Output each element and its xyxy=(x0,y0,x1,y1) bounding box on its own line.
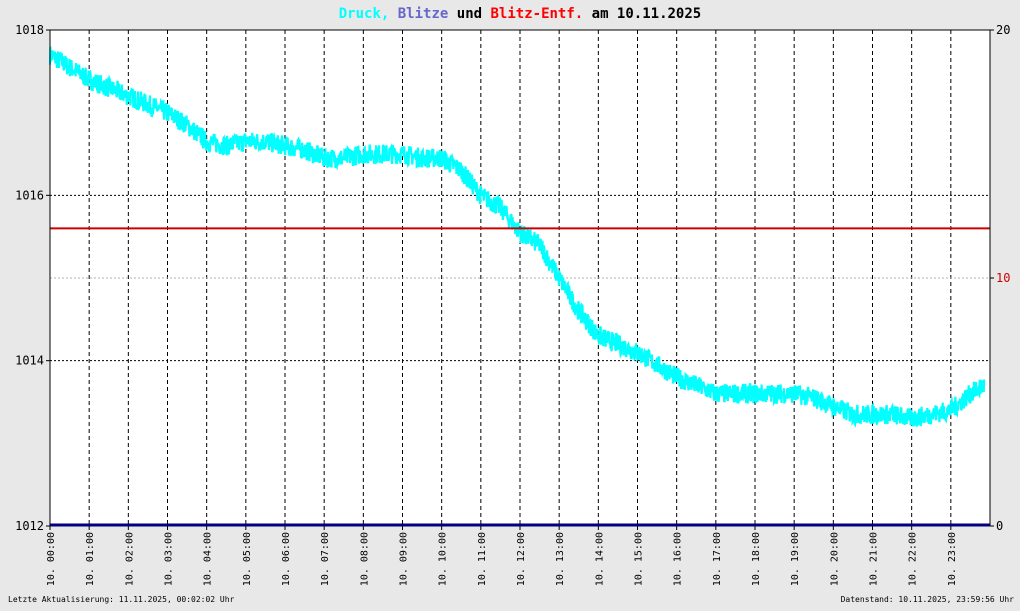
y-right-tick-label: 0 xyxy=(996,519,1003,533)
x-tick-label: 10. 00:00 xyxy=(46,532,57,586)
x-tick-label: 10. 14:00 xyxy=(594,532,605,586)
x-tick-label: 10. 03:00 xyxy=(164,532,175,586)
x-tick-label: 10. 06:00 xyxy=(281,532,292,586)
chart-title-part: und xyxy=(448,6,482,22)
y-right-tick-label: 20 xyxy=(996,23,1010,37)
x-tick-label: 10. 22:00 xyxy=(908,532,919,586)
x-tick-label: 10. 02:00 xyxy=(124,532,135,586)
x-tick-label: 10. 16:00 xyxy=(673,532,684,586)
x-tick-label: 10. 20:00 xyxy=(829,532,840,586)
series-druck-line xyxy=(48,46,986,428)
x-tick-label: 10. 08:00 xyxy=(359,532,370,586)
chart-title-part: Blitz-Entf. xyxy=(482,6,583,22)
y-left-tick-label: 1012 xyxy=(15,519,44,533)
footer-last-update: Letzte Aktualisierung: 11.11.2025, 00:02… xyxy=(8,595,235,604)
x-tick-label: 10. 13:00 xyxy=(555,532,566,586)
x-tick-label: 10. 12:00 xyxy=(516,532,527,586)
y-left-tick-label: 1014 xyxy=(15,354,44,368)
chart-title-part: am 10.11.2025 xyxy=(583,6,701,22)
y-right-tick-label: 10 xyxy=(996,271,1010,285)
chart-title-part: Druck, xyxy=(339,6,390,22)
x-tick-label: 10. 07:00 xyxy=(320,532,331,586)
chart-title: Druck, Blitze und Blitz-Entf. am 10.11.2… xyxy=(339,6,701,22)
x-tick-label: 10. 05:00 xyxy=(242,532,253,586)
y-left-tick-label: 1018 xyxy=(15,23,44,37)
x-tick-label: 10. 11:00 xyxy=(477,532,488,586)
y-left-tick-label: 1016 xyxy=(15,188,44,202)
x-tick-label: 10. 01:00 xyxy=(85,532,96,586)
x-tick-label: 10. 17:00 xyxy=(712,532,723,586)
footer-data-status: Datenstand: 10.11.2025, 23:59:56 Uhr xyxy=(841,595,1015,604)
x-tick-label: 10. 15:00 xyxy=(634,532,645,586)
x-tick-label: 10. 18:00 xyxy=(751,532,762,586)
x-tick-label: 10. 19:00 xyxy=(790,532,801,586)
x-tick-label: 10. 10:00 xyxy=(438,532,449,586)
chart-title-part: Blitze xyxy=(389,6,448,22)
x-tick-label: 10. 23:00 xyxy=(947,532,958,586)
x-tick-label: 10. 04:00 xyxy=(203,532,214,586)
x-tick-label: 10. 21:00 xyxy=(869,532,880,586)
x-tick-label: 10. 09:00 xyxy=(399,532,410,586)
